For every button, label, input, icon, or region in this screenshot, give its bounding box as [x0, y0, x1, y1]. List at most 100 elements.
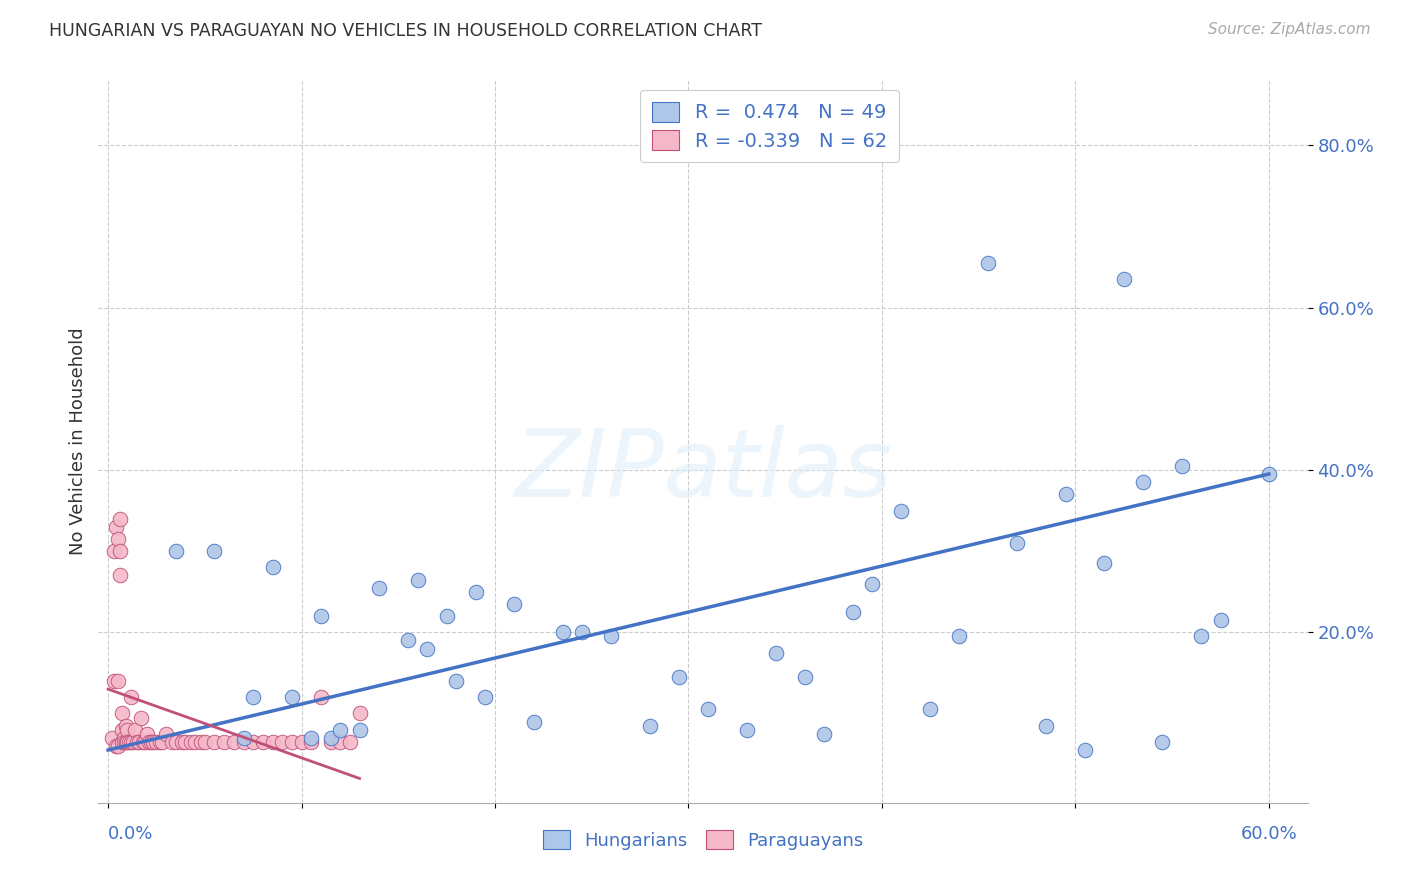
Point: [212, 735, 235, 749]
Point: [1171, 458, 1194, 473]
Point: [309, 609, 332, 624]
Point: [735, 723, 758, 737]
Point: [127, 735, 149, 749]
Point: [111, 735, 134, 749]
Point: [142, 735, 165, 749]
Point: [600, 629, 623, 643]
Point: [1152, 735, 1174, 749]
Point: [1054, 487, 1077, 501]
Point: [890, 503, 912, 517]
Point: [920, 702, 942, 716]
Point: [406, 573, 429, 587]
Point: [948, 629, 970, 643]
Point: [194, 735, 217, 749]
Point: [349, 706, 371, 721]
Point: [101, 731, 124, 745]
Point: [793, 670, 815, 684]
Point: [174, 735, 197, 749]
Point: [446, 673, 468, 688]
Text: Source: ZipAtlas.com: Source: ZipAtlas.com: [1208, 22, 1371, 37]
Point: [503, 597, 526, 611]
Point: [1035, 719, 1057, 733]
Point: [111, 706, 134, 721]
Point: [232, 735, 254, 749]
Point: [103, 544, 125, 558]
Point: [124, 723, 146, 737]
Point: [1209, 613, 1232, 627]
Text: 60.0%: 60.0%: [1240, 825, 1298, 843]
Point: [139, 735, 162, 749]
Point: [122, 735, 145, 749]
Point: [523, 714, 546, 729]
Point: [204, 544, 226, 558]
Point: [132, 735, 155, 749]
Point: [165, 544, 187, 558]
Point: [1257, 467, 1279, 481]
Point: [638, 719, 661, 733]
Point: [180, 735, 202, 749]
Point: [104, 520, 127, 534]
Text: 0.0%: 0.0%: [108, 825, 153, 843]
Point: [1094, 557, 1116, 571]
Point: [1189, 629, 1212, 643]
Text: ZIPatlas: ZIPatlas: [515, 425, 891, 516]
Point: [190, 735, 212, 749]
Text: HUNGARIAN VS PARAGUAYAN NO VEHICLES IN HOUSEHOLD CORRELATION CHART: HUNGARIAN VS PARAGUAYAN NO VEHICLES IN H…: [49, 22, 762, 40]
Legend: Hungarians, Paraguayans: Hungarians, Paraguayans: [534, 822, 872, 859]
Point: [329, 735, 352, 749]
Point: [1007, 536, 1029, 550]
Point: [108, 568, 131, 582]
Point: [107, 532, 129, 546]
Point: [242, 735, 264, 749]
Point: [138, 735, 160, 749]
Point: [262, 735, 284, 749]
Point: [281, 735, 304, 749]
Point: [103, 673, 125, 688]
Y-axis label: No Vehicles in Household: No Vehicles in Household: [69, 327, 87, 556]
Point: [668, 670, 690, 684]
Point: [117, 735, 139, 749]
Point: [319, 735, 342, 749]
Point: [135, 727, 157, 741]
Point: [319, 731, 342, 745]
Point: [150, 735, 173, 749]
Point: [165, 735, 187, 749]
Point: [1074, 743, 1097, 757]
Point: [252, 735, 274, 749]
Point: [117, 723, 139, 737]
Point: [281, 690, 304, 705]
Point: [120, 735, 142, 749]
Point: [155, 727, 177, 741]
Point: [112, 735, 135, 749]
Point: [696, 702, 718, 716]
Point: [551, 625, 574, 640]
Point: [149, 735, 172, 749]
Point: [464, 584, 486, 599]
Point: [222, 735, 245, 749]
Point: [242, 690, 264, 705]
Point: [145, 735, 167, 749]
Point: [204, 735, 226, 749]
Point: [114, 719, 136, 733]
Point: [842, 605, 865, 619]
Point: [134, 735, 156, 749]
Point: [813, 727, 835, 741]
Point: [108, 544, 131, 558]
Point: [118, 735, 141, 749]
Point: [111, 723, 134, 737]
Point: [436, 609, 458, 624]
Point: [104, 739, 127, 753]
Point: [262, 560, 284, 574]
Point: [128, 735, 150, 749]
Point: [977, 256, 1000, 270]
Point: [160, 735, 183, 749]
Point: [271, 735, 294, 749]
Point: [860, 576, 883, 591]
Point: [1132, 475, 1154, 490]
Point: [120, 690, 142, 705]
Point: [396, 633, 419, 648]
Point: [1112, 272, 1135, 286]
Point: [349, 723, 371, 737]
Point: [329, 723, 352, 737]
Point: [170, 735, 193, 749]
